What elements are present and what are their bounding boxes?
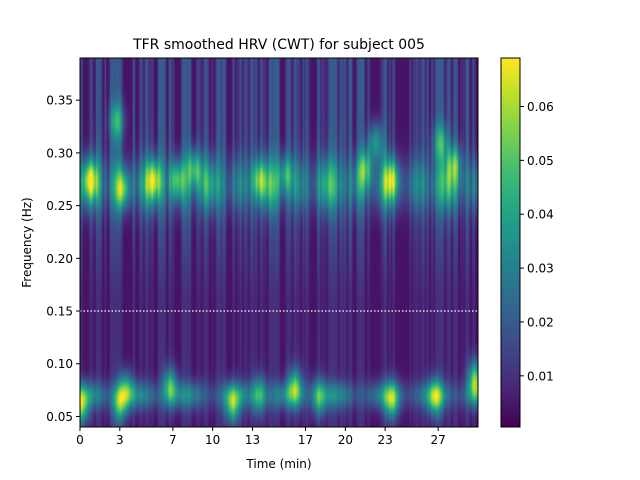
colorbar-tick-label: 0.04 [527,208,554,222]
x-tick-label: 20 [338,433,353,447]
y-axis-label: Frequency (Hz) [20,197,34,288]
x-tick-label: 27 [431,433,446,447]
colorbar-tick-label: 0.03 [527,262,554,276]
y-tick-label: 0.25 [46,199,73,213]
colorbar: 0.01 0.02 0.03 0.04 0.05 0.06 [500,57,554,428]
x-tick-label: 7 [169,433,177,447]
y-axis-ticks: 0.05 0.10 0.15 0.20 0.25 0.30 0.35 [46,94,80,424]
colorbar-ticks: 0.01 0.02 0.03 0.04 0.05 0.06 [520,100,554,383]
x-tick-label: 0 [76,433,84,447]
chart-title: TFR smoothed HRV (CWT) for subject 005 [132,37,425,53]
y-tick-label: 0.10 [46,357,73,371]
y-tick-label: 0.05 [46,410,73,424]
colorbar-tick-label: 0.05 [527,154,554,168]
plot-frame [79,57,479,428]
heatmap-plot [79,57,479,428]
y-tick-label: 0.20 [46,252,73,266]
x-tick-label: 3 [116,433,124,447]
y-tick-label: 0.30 [46,146,73,160]
colorbar-tick-label: 0.01 [527,369,554,383]
x-axis-label: Time (min) [245,457,311,471]
x-tick-label: 17 [298,433,313,447]
x-tick-label: 10 [205,433,220,447]
colorbar-tick-label: 0.06 [527,100,554,114]
x-axis-ticks: 0 3 7 10 13 17 20 23 27 [76,427,446,447]
heatmap-image [80,58,478,427]
colorbar-tick-label: 0.02 [527,315,554,329]
x-tick-label: 23 [377,433,392,447]
y-tick-label: 0.35 [46,94,73,108]
colorbar-frame [500,57,521,428]
x-tick-label: 13 [245,433,260,447]
colorbar-gradient [501,58,520,427]
y-tick-label: 0.15 [46,305,73,319]
